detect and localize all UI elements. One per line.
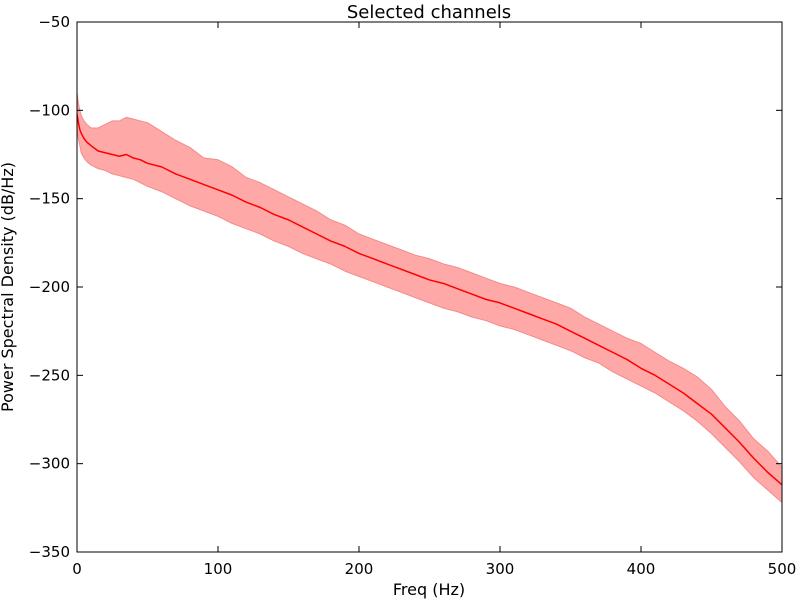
y-tick-label: −100: [29, 101, 70, 119]
y-tick-label: −350: [29, 543, 70, 561]
y-tick-label: −50: [38, 13, 70, 31]
x-tick-label: 100: [204, 560, 233, 578]
x-axis-title: Freq (Hz): [393, 580, 465, 599]
x-tick-label: 300: [486, 560, 515, 578]
psd-std-band: [77, 92, 782, 504]
x-tick-label: 400: [627, 560, 656, 578]
y-tick-label: −200: [29, 278, 70, 296]
y-axis-ticks: −350 −300 −250 −200 −150 −100 −50: [29, 13, 782, 561]
y-tick-label: −300: [29, 455, 70, 473]
x-tick-label: 0: [72, 560, 82, 578]
y-axis-title: Power Spectral Density (dB/Hz): [0, 162, 17, 412]
x-tick-label: 200: [345, 560, 374, 578]
plot-area: [77, 92, 782, 504]
chart-title: Selected channels: [347, 2, 511, 23]
x-axis-ticks: 0 100 200 300 400 500: [72, 22, 796, 578]
y-tick-label: −250: [29, 366, 70, 384]
psd-mean-line: [77, 113, 782, 486]
y-tick-label: −150: [29, 190, 70, 208]
x-tick-label: 500: [768, 560, 797, 578]
